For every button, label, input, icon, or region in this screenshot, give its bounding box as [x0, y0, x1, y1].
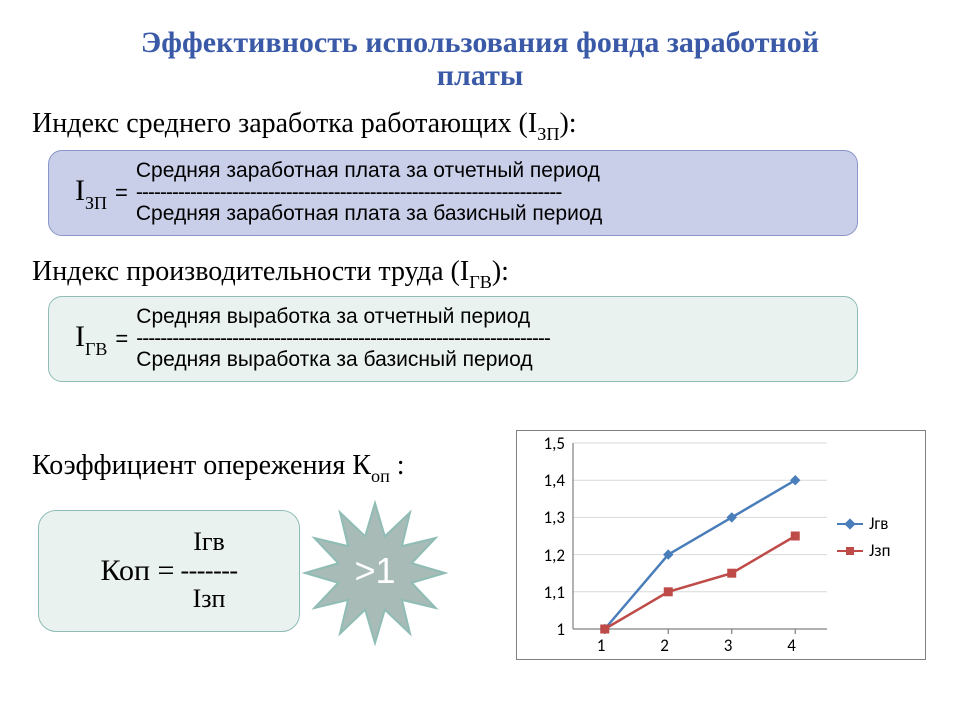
- kop-left: Коп =: [100, 554, 174, 588]
- title-line1: Эффективность использования фонда зарабо…: [141, 26, 819, 59]
- x-axis-label: 4: [787, 635, 796, 656]
- heading-igv: Индекс производительности труда (IГВ):: [32, 256, 509, 292]
- y-axis-label: 1,2: [525, 545, 565, 566]
- formula-box-kop: Коп = Iгв ------- Iзп: [38, 510, 300, 632]
- x-axis-label: 1: [597, 635, 606, 656]
- izp-fraction: Средняя заработная плата за отчетный пер…: [136, 159, 602, 226]
- y-axis-label: 1,5: [525, 433, 565, 454]
- title-line2: платы: [437, 59, 524, 92]
- igv-label: IГВ: [75, 320, 107, 358]
- formula-box-izp: IЗП = Средняя заработная плата за отчетн…: [48, 150, 858, 236]
- izp-label: IЗП: [75, 174, 107, 212]
- heading-kop: Коэффициент опережения Коп :: [32, 450, 405, 486]
- formula-box-igv: IГВ = Средняя выработка за отчетный пери…: [48, 296, 858, 382]
- legend-item: Jзп: [837, 540, 890, 561]
- y-axis-label: 1,4: [525, 470, 565, 491]
- izp-equals: =: [115, 180, 128, 206]
- chart-container: 1,5 1,4 1,3 1,2 1,1 1 1 2 3 4 Jгв Jзп: [516, 430, 926, 660]
- y-axis-label: 1,3: [525, 507, 565, 528]
- igv-equals: =: [115, 326, 128, 352]
- page-title: Эффективность использования фонда зарабо…: [0, 26, 960, 92]
- kop-fraction: Iгв ------- Iзп: [180, 528, 237, 614]
- legend-item: Jгв: [837, 513, 890, 534]
- x-axis-label: 3: [724, 635, 733, 656]
- heading-izp: Индекс среднего заработка работающих (IЗ…: [32, 108, 577, 144]
- chart-legend: Jгв Jзп: [837, 513, 890, 567]
- igv-fraction: Средняя выработка за отчетный период ---…: [136, 305, 550, 372]
- y-axis-label: 1: [525, 619, 565, 640]
- y-axis-label: 1,1: [525, 582, 565, 603]
- starburst-badge: >1: [300, 498, 450, 648]
- starburst-text: >1: [300, 550, 450, 592]
- x-axis-label: 2: [660, 635, 669, 656]
